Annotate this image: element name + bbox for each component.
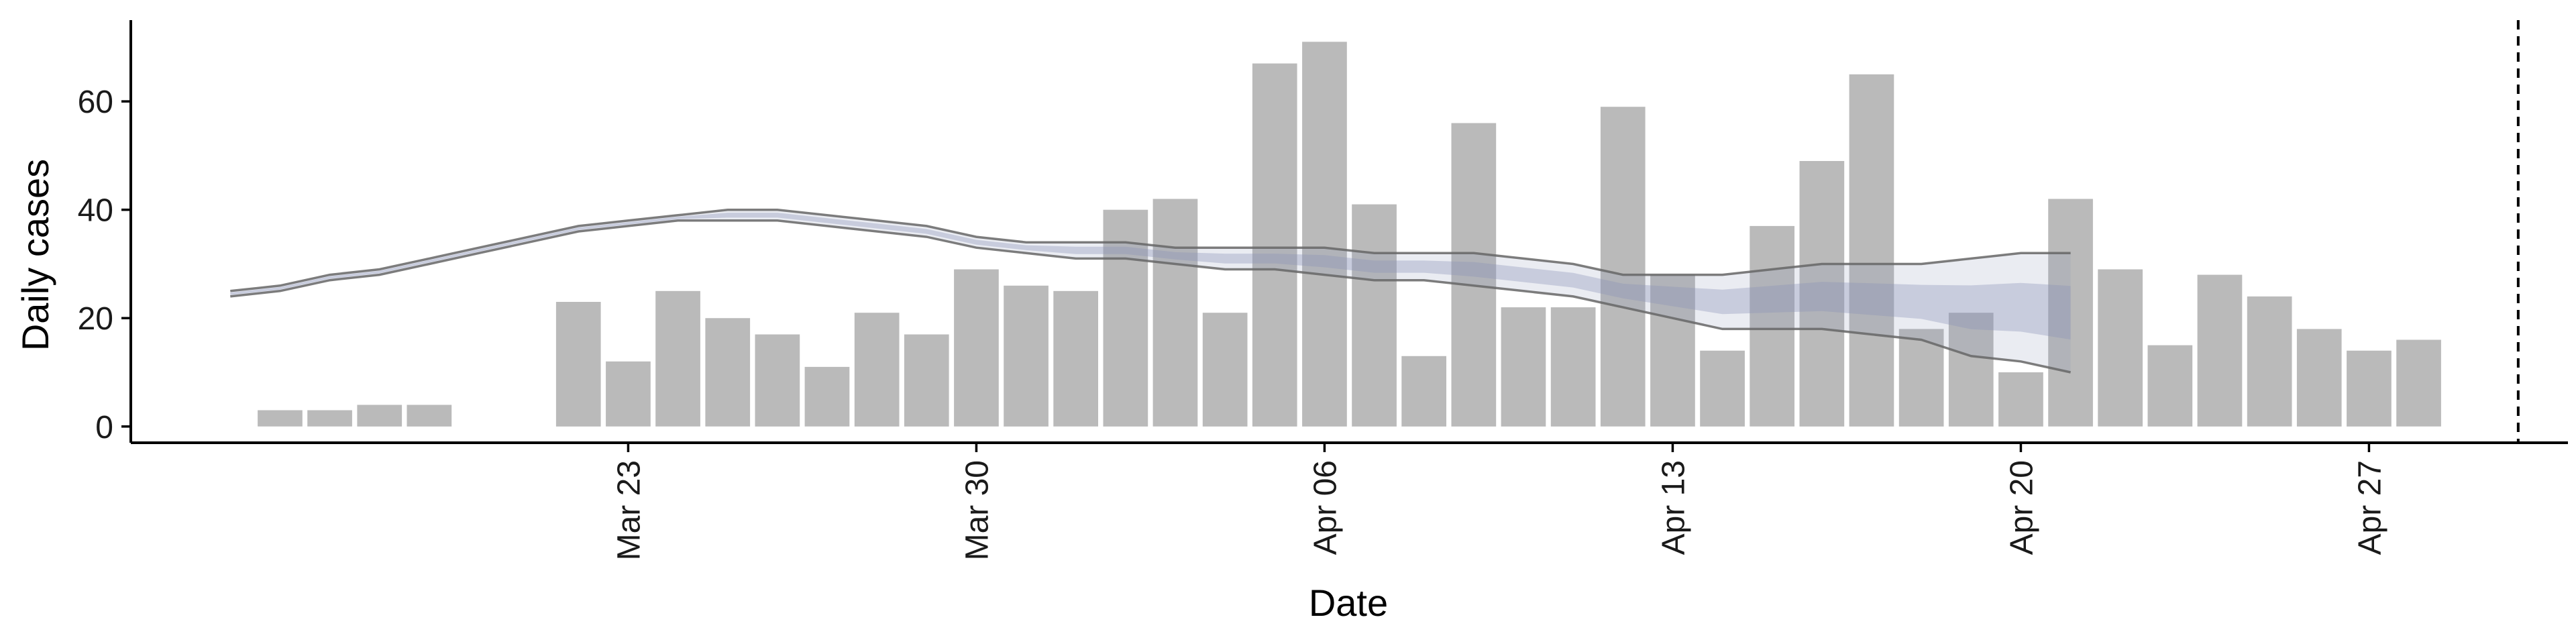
bar	[2247, 296, 2292, 427]
bar	[1700, 350, 1745, 427]
bar	[1849, 74, 1894, 427]
bars-layer	[258, 42, 2441, 427]
x-tick-label: Mar 23	[611, 460, 647, 560]
bar	[1352, 204, 1397, 427]
bar	[755, 334, 800, 427]
bar	[1401, 356, 1446, 427]
bar	[1004, 285, 1049, 427]
bar	[258, 410, 303, 427]
x-tick-label: Apr 06	[1307, 460, 1343, 555]
bar	[2048, 199, 2093, 427]
bar	[2098, 269, 2143, 427]
bar	[954, 269, 999, 427]
bar	[407, 405, 452, 427]
bar	[655, 290, 700, 427]
bar	[1053, 290, 1098, 427]
bar	[307, 410, 352, 427]
bar	[1302, 42, 1347, 427]
band-lower-line	[230, 219, 2071, 374]
bar	[1152, 199, 1198, 427]
axes-layer: 0 20 40 60 Mar 23 Mar 30 Apr 06 Apr 13 Apr 20 Apr…	[78, 20, 2568, 560]
bar	[1103, 209, 1148, 427]
bar	[1252, 63, 1297, 427]
band-layer	[230, 208, 2071, 374]
y-tick-label: 0	[95, 410, 113, 445]
x-tick-label: Apr 20	[2004, 460, 2039, 555]
bar	[1451, 123, 1497, 427]
bar	[2296, 329, 2342, 427]
bar	[2396, 339, 2441, 427]
bar	[1998, 372, 2043, 427]
bar	[1202, 313, 1248, 427]
bar	[1550, 307, 1596, 427]
bar	[1501, 307, 1546, 427]
y-tick-label: 60	[78, 85, 113, 120]
x-tick-label: Apr 27	[2352, 460, 2387, 555]
bar	[804, 366, 850, 427]
credible-band-outer	[230, 209, 2071, 372]
y-tick-label: 20	[78, 301, 113, 337]
y-axis-title: Daily cases	[14, 159, 56, 351]
bar	[1799, 161, 1845, 427]
bar	[705, 318, 751, 427]
x-tick-label: Apr 13	[1656, 460, 1691, 555]
bar	[1750, 225, 1794, 427]
x-axis-title: Date	[1309, 582, 1388, 624]
bar	[555, 302, 601, 427]
x-tick-label: Mar 30	[959, 460, 995, 560]
bar	[2347, 350, 2392, 427]
bar	[854, 313, 900, 427]
bar	[357, 405, 402, 427]
bar	[606, 361, 651, 427]
bar	[1600, 107, 1646, 427]
bar	[2197, 274, 2243, 427]
bar	[1948, 313, 1994, 427]
bar	[2147, 345, 2193, 427]
y-tick-label: 40	[78, 193, 113, 229]
band-upper-line	[230, 208, 2071, 292]
bar	[1650, 274, 1695, 427]
bar	[904, 334, 949, 427]
